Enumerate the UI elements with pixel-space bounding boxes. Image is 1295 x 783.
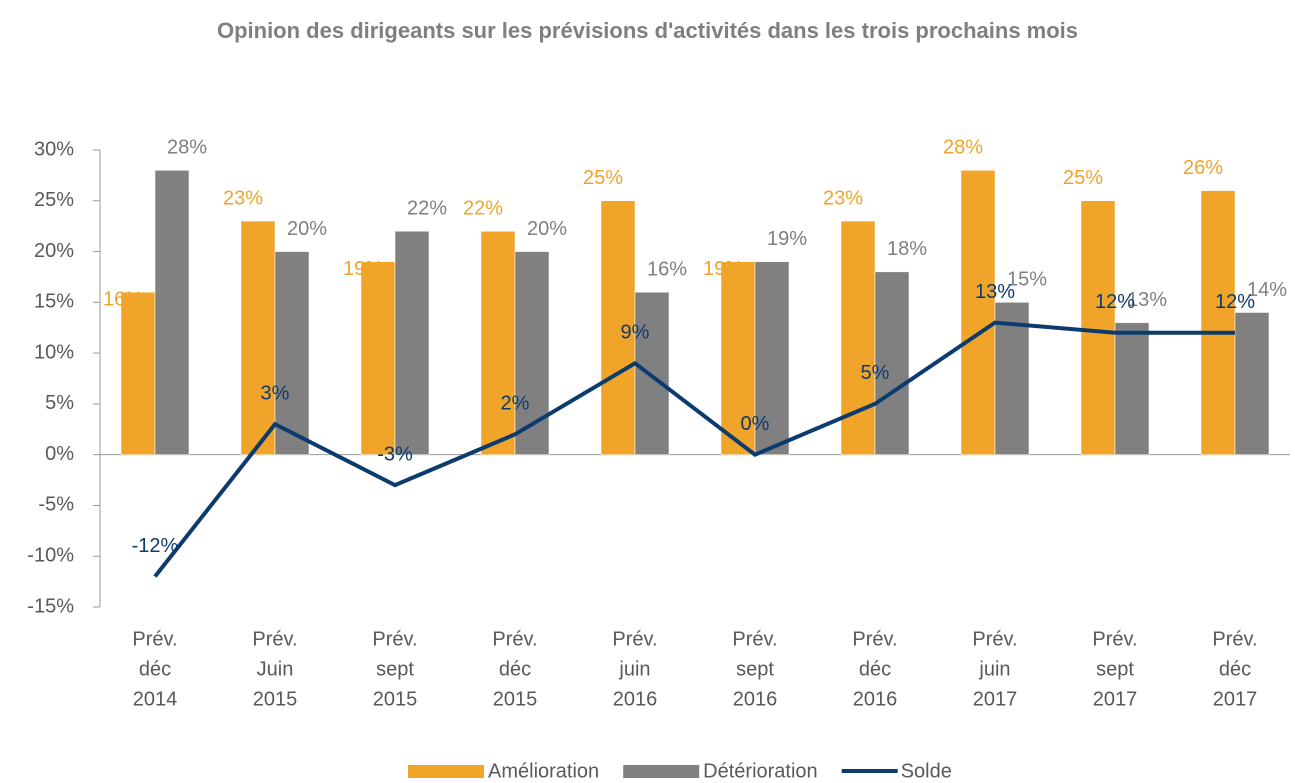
bar xyxy=(1114,322,1150,455)
bar xyxy=(394,230,430,455)
value-label: 16% xyxy=(103,288,143,310)
x-tick-label: 2017 xyxy=(1093,688,1138,710)
x-tick-label: 2015 xyxy=(373,688,418,710)
bar xyxy=(480,230,516,455)
x-tick-label: déc xyxy=(499,658,531,680)
x-tick-label: 2017 xyxy=(973,688,1018,710)
value-label: 9% xyxy=(621,322,650,344)
value-label: 19% xyxy=(703,258,743,280)
bar xyxy=(240,220,276,455)
value-label: 0% xyxy=(741,413,770,435)
bar xyxy=(634,291,670,455)
x-tick-label: Prév. xyxy=(732,628,777,650)
value-label: 23% xyxy=(823,187,863,209)
bar xyxy=(120,291,156,455)
value-label: 28% xyxy=(943,137,983,159)
bar xyxy=(274,251,310,455)
y-tick-label: 25% xyxy=(34,189,74,211)
legend-swatch xyxy=(623,765,700,778)
x-tick-label: déc xyxy=(1219,658,1251,680)
x-tick-label: juin xyxy=(978,658,1010,680)
x-tick-label: 2016 xyxy=(613,688,658,710)
bar xyxy=(1200,190,1236,455)
value-label: 28% xyxy=(167,137,207,159)
value-label: 25% xyxy=(1063,167,1103,189)
value-label: 2% xyxy=(501,393,530,415)
x-tick-label: sept xyxy=(736,658,774,680)
bar xyxy=(1080,200,1116,455)
x-tick-label: 2015 xyxy=(253,688,298,710)
bar xyxy=(754,261,790,455)
value-label: 26% xyxy=(1183,157,1223,179)
y-tick-label: 15% xyxy=(34,291,74,313)
x-tick-label: 2014 xyxy=(133,688,178,710)
value-label: 19% xyxy=(767,228,807,250)
x-tick-label: Juin xyxy=(257,658,294,680)
value-label: 16% xyxy=(647,258,687,280)
value-label: 14% xyxy=(1247,279,1287,301)
bar xyxy=(600,200,636,455)
value-label: 20% xyxy=(527,218,567,240)
x-tick-label: Prév. xyxy=(972,628,1017,650)
value-label: 5% xyxy=(861,362,890,384)
y-tick-label: 30% xyxy=(34,138,74,160)
x-tick-label: sept xyxy=(376,658,414,680)
bar xyxy=(960,170,996,455)
value-label: 12% xyxy=(1095,291,1135,313)
bar xyxy=(360,261,396,455)
value-label: 18% xyxy=(887,238,927,260)
chart-title: Opinion des dirigeants sur les prévision… xyxy=(216,18,1079,43)
x-tick-label: sept xyxy=(1096,658,1134,680)
x-tick-label: Prév. xyxy=(1092,628,1137,650)
y-tick-label: 20% xyxy=(34,240,74,262)
x-tick-label: 2016 xyxy=(733,688,778,710)
value-label: -3% xyxy=(377,443,413,465)
bar xyxy=(1234,312,1270,455)
bar xyxy=(154,170,190,455)
legend-swatch xyxy=(408,765,484,778)
y-tick-label: -5% xyxy=(38,494,74,516)
y-tick-label: 10% xyxy=(34,341,74,363)
value-label: 20% xyxy=(287,218,327,240)
bar xyxy=(840,220,876,455)
y-tick-label: 5% xyxy=(45,392,74,414)
title-box: Opinion des dirigeants sur les prévision… xyxy=(0,16,1295,46)
value-label: -12% xyxy=(132,535,179,557)
x-tick-label: déc xyxy=(859,658,891,680)
x-tick-label: 2015 xyxy=(493,688,538,710)
value-label: 19% xyxy=(343,258,383,280)
x-tick-label: 2017 xyxy=(1213,688,1258,710)
value-label: 22% xyxy=(407,198,447,220)
bar xyxy=(874,271,910,455)
value-label: 3% xyxy=(261,382,290,404)
x-tick-label: Prév. xyxy=(612,628,657,650)
x-tick-label: Prév. xyxy=(372,628,417,650)
value-label: 15% xyxy=(1007,269,1047,291)
value-label: 22% xyxy=(463,198,503,220)
x-tick-label: Prév. xyxy=(132,628,177,650)
x-tick-label: Prév. xyxy=(1212,628,1257,650)
x-tick-label: Prév. xyxy=(252,628,297,650)
y-tick-label: -10% xyxy=(27,545,74,567)
value-label: 13% xyxy=(1127,289,1167,311)
legend-label: Amélioration xyxy=(488,760,599,782)
x-tick-label: Prév. xyxy=(852,628,897,650)
bar xyxy=(994,302,1030,455)
value-label: 25% xyxy=(583,167,623,189)
value-label: 23% xyxy=(223,187,263,209)
value-label: 12% xyxy=(1215,291,1255,313)
y-tick-label: -15% xyxy=(27,595,74,617)
y-tick-label: 0% xyxy=(45,443,74,465)
line xyxy=(153,320,1235,578)
x-tick-label: juin xyxy=(618,658,650,680)
x-tick-label: 2016 xyxy=(853,688,898,710)
legend-label: Solde xyxy=(901,760,952,782)
bar xyxy=(514,251,550,455)
legend-label: Détérioration xyxy=(703,760,818,782)
x-tick-label: Prév. xyxy=(492,628,537,650)
value-label: 13% xyxy=(975,281,1015,303)
x-tick-label: déc xyxy=(139,658,171,680)
